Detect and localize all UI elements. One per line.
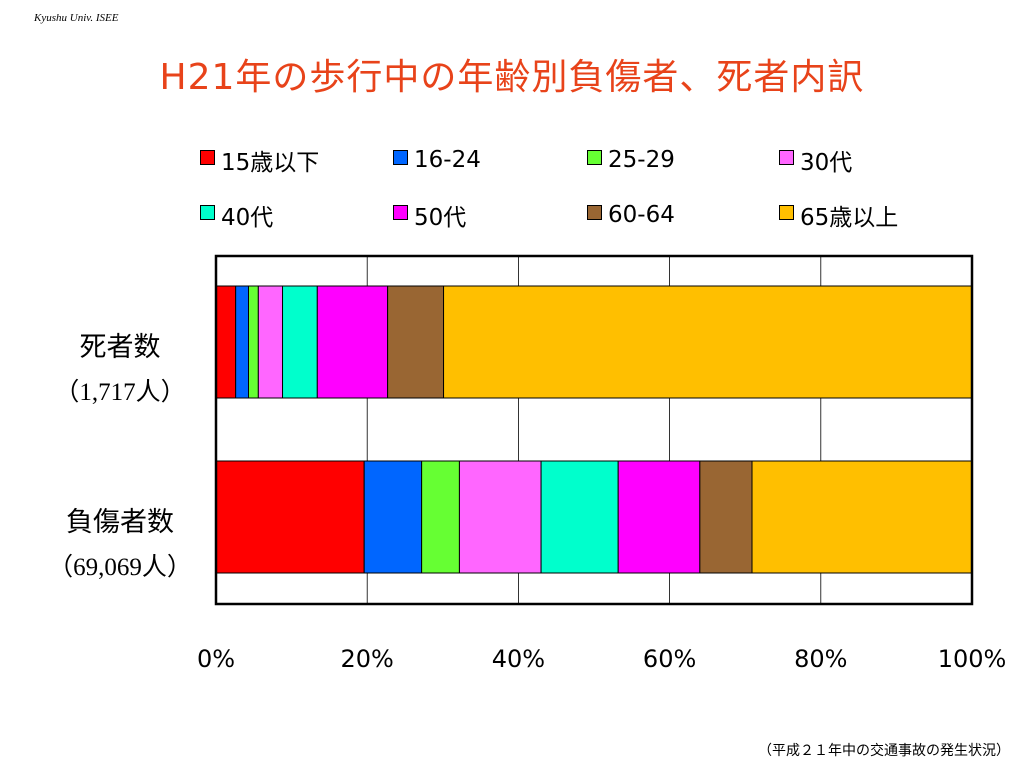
legend-item: 60-64 [587,200,675,230]
row-count-deaths: （1,717人） [54,379,186,406]
legend-swatch [779,149,794,165]
bar-segment [248,285,259,399]
legend-swatch [779,204,794,220]
legend-label: 65歳以上 [800,205,899,231]
bar-segment [316,285,389,399]
legend-label: 25-29 [608,147,675,173]
x-tick-label: 60% [643,645,696,673]
bar-segment [699,460,753,574]
legend-label: 30代 [800,150,853,176]
row-label-deaths: 死者数 （1,717人） [20,325,220,408]
row-name-injured: 負傷者数 [66,507,174,538]
bar-segment [458,460,542,574]
stacked-bar-chart: 0% 20% 40% 60% 80% 100% [197,254,1007,673]
bar-segment [387,285,445,399]
source-note: （平成２１年中の交通事故の発生状況） [758,743,1010,759]
legend-label: 40代 [221,205,274,231]
x-tick-label: 100% [938,645,1007,673]
bar-segment [282,285,318,399]
bar-segment [215,285,237,399]
bar-segment [421,460,460,574]
page-title: H21年の歩行中の年齢別負傷者、死者内訳 [159,57,865,98]
row-name-deaths: 死者数 [79,332,161,363]
legend-item: 15歳以下 [200,145,320,176]
bar-segment [257,285,284,399]
row-label-injured: 負傷者数 （69,069人） [20,500,220,583]
legend-item: 30代 [779,145,853,176]
legend-item: 65歳以上 [779,200,899,231]
x-tick-label: 20% [341,645,394,673]
bar-segment [751,460,973,574]
plot-frame [214,254,974,606]
header-note: Kyushu Univ. ISEE [34,12,119,24]
x-tick-label: 40% [492,645,545,673]
x-tick-label: 80% [794,645,847,673]
bar-segment [617,460,701,574]
legend-item: 25-29 [587,145,675,175]
legend-swatch [393,149,408,165]
legend-swatch [200,204,215,220]
legend-swatch [587,204,602,220]
legend-item: 50代 [393,200,467,231]
x-tick-label: 0% [197,645,235,673]
legend-swatch [200,149,215,165]
legend-swatch [393,204,408,220]
legend-label: 60-64 [608,202,675,228]
legend-label: 15歳以下 [221,150,320,176]
bar-segment [215,460,365,574]
legend-swatch [587,149,602,165]
legend-label: 50代 [414,205,467,231]
chart-legend: 15歳以下 16-24 25-29 30代 40代 50代 60-64 65歳以上 [0,0,1024,240]
bar-segment [540,460,619,574]
bar-segment [363,460,423,574]
row-count-injured: （69,069人） [48,554,192,581]
bar-segment [443,285,973,399]
bar-segment [235,285,250,399]
legend-label: 16-24 [414,147,481,173]
legend-item: 16-24 [393,145,481,175]
legend-item: 40代 [200,200,274,231]
